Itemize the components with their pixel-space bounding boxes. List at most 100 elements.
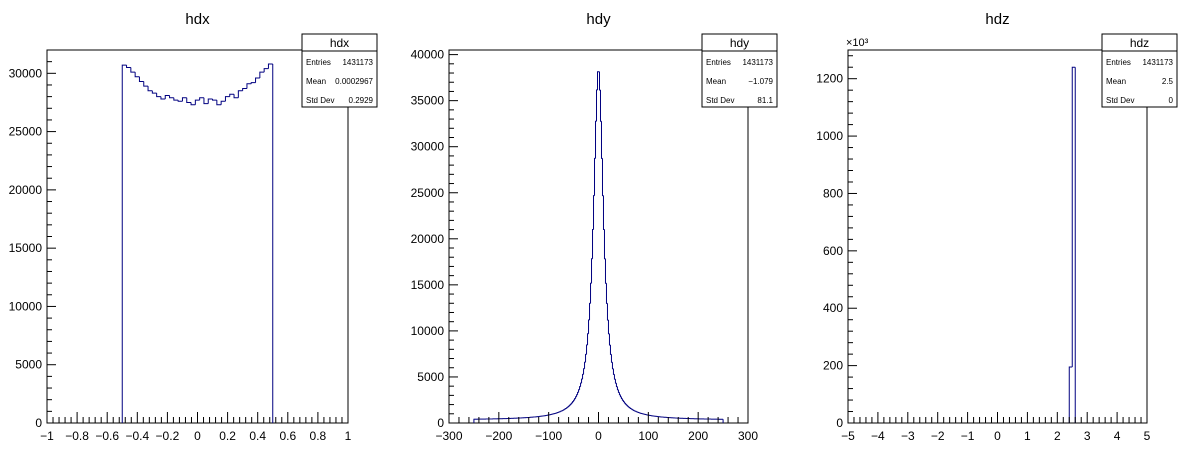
histogram-bin [598,71,601,91]
y-tick-label: 1000 [816,129,843,143]
x-tick-label: −3 [901,429,915,443]
stats-value: 2.5 [1162,77,1174,86]
stats-value: 81.1 [757,96,773,105]
histogram-bin [216,100,222,106]
y-tick-label: 10000 [411,324,445,338]
y-tick-label: 5000 [15,358,42,372]
histogram-bin [143,81,149,87]
histogram-bin [570,403,572,406]
histogram-bin [224,96,230,102]
stats-box-frame [701,33,778,108]
histogram-bin [569,404,571,407]
y-exponent-label: ×10³ [846,37,869,49]
x-tick-label: 300 [738,429,758,443]
stats-value: 1431173 [1142,58,1173,67]
histogram-bin [623,401,626,404]
stats-value: 1431173 [342,58,373,67]
histogram-bin [255,77,260,83]
histogram-bin [594,157,596,196]
histogram-bin [602,195,605,230]
stats-label: Mean [1106,77,1126,86]
histogram-bin [181,97,187,102]
histogram-bin [156,93,161,98]
stats-box-frame [301,33,378,108]
histogram-bin [177,100,183,102]
histogram-bin [587,333,589,346]
x-tick-label: −100 [535,429,562,443]
x-tick-label: 5 [1144,429,1151,443]
histogram-bin [621,398,624,401]
histogram-bin [164,94,170,99]
y-tick-label: 200 [823,359,843,373]
histogram-bin [578,389,580,393]
x-tick-label: 0.2 [219,429,236,443]
y-tick-label: 1200 [816,72,843,86]
histogram-bin [576,394,578,397]
histogram-bin [233,94,239,99]
histogram-bin [199,97,204,101]
histogram-bin [134,72,140,78]
histogram-bin [592,228,594,259]
stats-box: hdy Entries 1431173 Mean −1.079 Std Dev 81.1 [701,33,778,108]
x-tick-label: 0.4 [249,429,266,443]
histogram-bin [581,378,583,384]
x-tick-label: −0.2 [156,429,180,443]
histogram-bin [571,402,573,405]
y-tick-label: 40000 [411,48,445,62]
stats-label: Mean [306,77,326,86]
histogram-bin [160,96,166,100]
histogram-bin [633,410,636,412]
histogram-bin [595,120,597,159]
histogram-bin [601,158,604,197]
histogram-bin [604,258,607,284]
histogram-bin [568,405,570,407]
stats-value: 0.2929 [349,96,374,105]
y-tick-label: 10000 [9,299,43,313]
histogram-bin [603,229,606,260]
stats-box: hdz Entries 1431173 Mean 2.5 Std Dev 0 [1101,33,1178,108]
histogram-bin [611,362,614,370]
x-tick-label: 0 [595,429,602,443]
chart-title: hdy [586,11,611,28]
stats-label: Mean [706,77,726,86]
histogram-bin [609,345,612,355]
histogram-bin [267,63,273,69]
histogram-bin [616,386,619,391]
histogram-bin [612,368,615,375]
x-tick-label: 0.8 [310,429,327,443]
histogram-bin [212,98,217,101]
histogram-bin [1068,366,1073,423]
histogram-bin [590,282,592,304]
histogram-bin [567,406,569,408]
histogram-bin [173,97,179,101]
histogram-bin [615,383,618,388]
histogram-bin [151,90,157,94]
x-tick-label: 1 [1024,429,1031,443]
x-tick-label: −0.4 [125,429,149,443]
histogram-bin [121,64,127,423]
histogram-bin [625,404,628,406]
histogram-bin [585,353,587,363]
histogram-bin [605,283,608,304]
histogram-bin [138,76,144,82]
y-tick-label: 20000 [411,232,445,246]
histogram-bin [583,368,585,375]
histogram-bin [564,408,566,410]
histogram-bin [627,406,630,408]
histogram-bin [246,83,252,89]
histogram-bin [562,409,564,411]
histogram-bin [259,71,265,78]
x-tick-label: 1 [345,429,352,443]
stats-value: −1.079 [748,77,773,86]
histogram-bin [628,406,631,409]
histogram-bin [632,409,635,411]
histogram-bin [606,303,609,321]
histogram-bin [572,401,574,403]
stats-box-title: hdx [330,36,349,50]
stats-label: Entries [1106,58,1131,67]
x-tick-label: −0.6 [95,429,119,443]
histogram-bin [220,100,226,105]
y-tick-label: 20000 [9,183,43,197]
y-tick-label: 0 [836,416,843,430]
y-tick-label: 35000 [411,94,445,108]
